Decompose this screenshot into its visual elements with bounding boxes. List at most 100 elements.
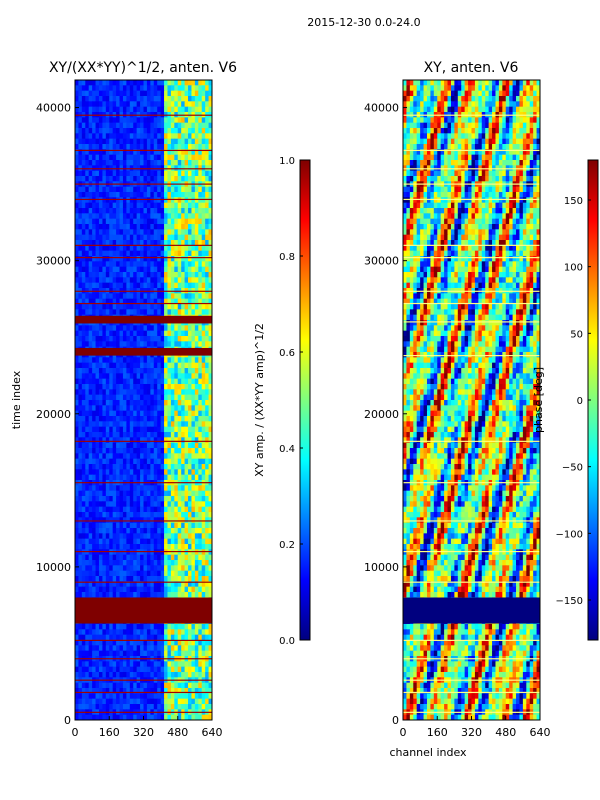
heatmap-cell	[143, 218, 148, 225]
heatmap-cell	[146, 240, 151, 246]
heatmap-cell	[105, 538, 110, 545]
heatmap-cell	[153, 90, 158, 97]
heatmap-cell	[98, 528, 103, 534]
heatmap-cell	[205, 176, 210, 182]
heatmap-cell	[140, 704, 145, 710]
heatmap-cell	[146, 250, 151, 257]
heatmap-cell	[102, 405, 107, 412]
heatmap-cell	[88, 581, 93, 588]
heatmap-cell	[88, 645, 93, 652]
heatmap-cell	[112, 442, 117, 449]
heatmap-cell	[112, 512, 117, 518]
heatmap-cell	[146, 101, 151, 108]
heatmap-cell	[129, 469, 134, 476]
heatmap-cell	[194, 101, 199, 108]
heatmap-cell	[98, 682, 103, 689]
heatmap-cell	[198, 256, 203, 262]
heatmap-cell	[102, 138, 107, 145]
heatmap-cell	[208, 624, 212, 630]
heatmap-cell	[116, 458, 121, 465]
heatmap-cell	[129, 672, 134, 678]
heatmap-cell	[164, 213, 169, 220]
heatmap-cell	[153, 357, 158, 364]
heatmap-cell	[88, 576, 93, 582]
heatmap-cell	[129, 85, 134, 92]
heatmap-cell	[105, 592, 110, 598]
heatmap-cell	[81, 384, 86, 390]
heatmap-cell	[85, 565, 90, 572]
heatmap-cell	[146, 448, 151, 454]
heatmap-cell	[102, 362, 107, 369]
heatmap-cell	[181, 714, 186, 720]
heatmap-cell	[122, 714, 127, 720]
heatmap-cell	[98, 496, 103, 502]
heatmap-cell	[208, 410, 212, 417]
heatmap-cell	[129, 234, 134, 241]
heatmap-cell	[181, 426, 186, 433]
heatmap-cell	[177, 592, 182, 598]
heatmap-cell	[198, 421, 203, 428]
heatmap-cell	[167, 373, 172, 380]
heatmap-cell	[140, 400, 145, 406]
heatmap-cell	[75, 544, 80, 550]
heatmap-cell	[98, 245, 103, 252]
heatmap-cell	[153, 501, 158, 508]
heatmap-cell	[92, 453, 97, 460]
heatmap-cell	[167, 405, 172, 412]
heatmap-cell	[102, 416, 107, 422]
heatmap-cell	[208, 277, 212, 284]
heatmap-cell	[119, 336, 124, 342]
heatmap-cell	[208, 400, 212, 406]
heatmap-cell	[191, 357, 196, 364]
heatmap-cell	[201, 421, 206, 428]
heatmap-cell	[88, 394, 93, 401]
heatmap-cell	[174, 229, 179, 236]
heatmap-cell	[526, 85, 531, 92]
heatmap-cell	[140, 106, 145, 113]
heatmap-cell	[170, 586, 175, 593]
heatmap-cell	[122, 224, 127, 230]
heatmap-cell	[426, 96, 431, 102]
heatmap-cell	[140, 538, 145, 545]
heatmap-cell	[85, 85, 90, 92]
heatmap-cell	[157, 261, 162, 268]
heatmap-cell	[116, 501, 121, 508]
heatmap-cell	[170, 394, 175, 401]
heatmap-cell	[146, 266, 151, 273]
heatmap-cell	[188, 373, 193, 380]
heatmap-cell	[430, 80, 435, 86]
heatmap-cell	[92, 85, 97, 92]
heatmap-cell	[133, 160, 138, 166]
heatmap-cell	[201, 442, 206, 449]
heatmap-cell	[122, 661, 127, 668]
heatmap-cell	[160, 522, 165, 529]
heatmap-cell	[109, 688, 114, 694]
heatmap-cell	[468, 85, 473, 92]
heatmap-cell	[102, 298, 107, 305]
heatmap-cell	[194, 122, 199, 129]
heatmap-cell	[136, 154, 141, 161]
heatmap-cell	[164, 586, 169, 593]
heatmap-cell	[208, 186, 212, 193]
heatmap-cell	[198, 426, 203, 433]
heatmap-cell	[146, 560, 151, 566]
heatmap-cell	[98, 400, 103, 406]
heatmap-cell	[143, 426, 148, 433]
heatmap-cell	[140, 160, 145, 166]
heatmap-cell	[105, 250, 110, 257]
heatmap-cell	[109, 714, 114, 720]
heatmap-cell	[194, 368, 199, 374]
heatmap-cell	[184, 362, 189, 369]
heatmap-cell	[143, 512, 148, 518]
heatmap-cell	[146, 426, 151, 433]
heatmap-cell	[95, 405, 100, 412]
heatmap-cell	[164, 256, 169, 262]
heatmap-cell	[119, 629, 124, 636]
heatmap-cell	[105, 405, 110, 412]
heatmap-cell	[81, 250, 86, 257]
heatmap-cell	[167, 154, 172, 161]
heatmap-cell	[167, 549, 172, 556]
heatmap-cell	[188, 432, 193, 438]
heatmap-cell	[105, 586, 110, 593]
heatmap-cell	[109, 309, 114, 316]
